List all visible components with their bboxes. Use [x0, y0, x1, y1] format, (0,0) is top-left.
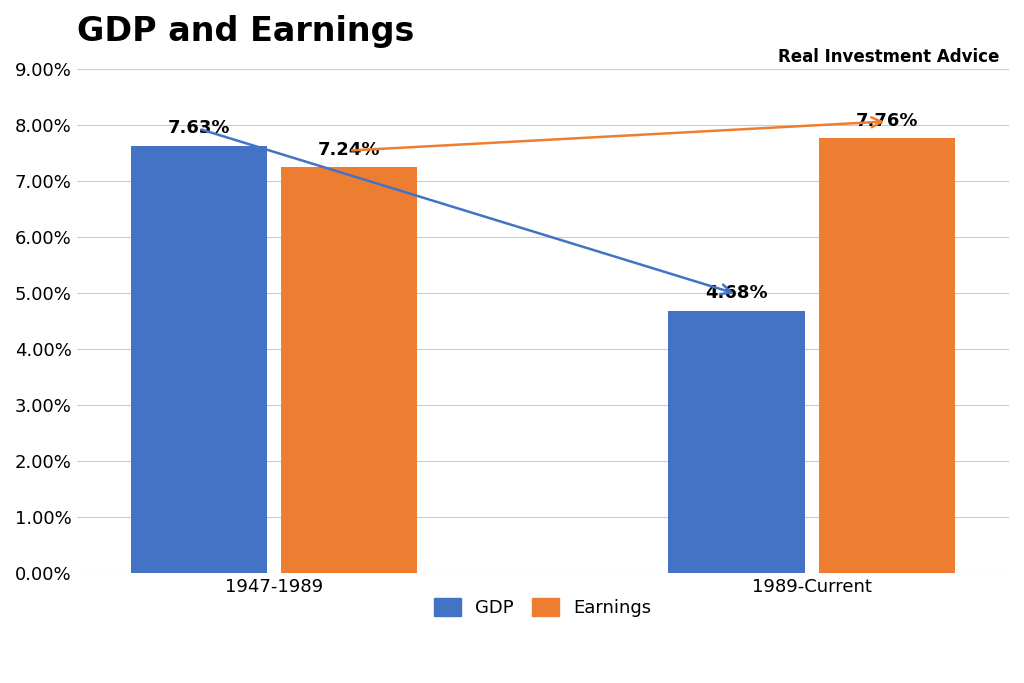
Legend: GDP, Earnings: GDP, Earnings — [427, 591, 659, 624]
Text: Real Investment Advice: Real Investment Advice — [778, 48, 999, 66]
Bar — [669, 311, 805, 573]
Text: 7.24%: 7.24% — [318, 141, 381, 159]
Bar — [282, 167, 418, 573]
Bar — [130, 145, 267, 573]
Text: 7.76%: 7.76% — [856, 112, 919, 130]
Text: GDP and Earnings: GDP and Earnings — [77, 15, 414, 48]
Bar — [819, 138, 955, 573]
Text: 7.63%: 7.63% — [167, 119, 230, 137]
Text: 4.68%: 4.68% — [706, 284, 768, 303]
